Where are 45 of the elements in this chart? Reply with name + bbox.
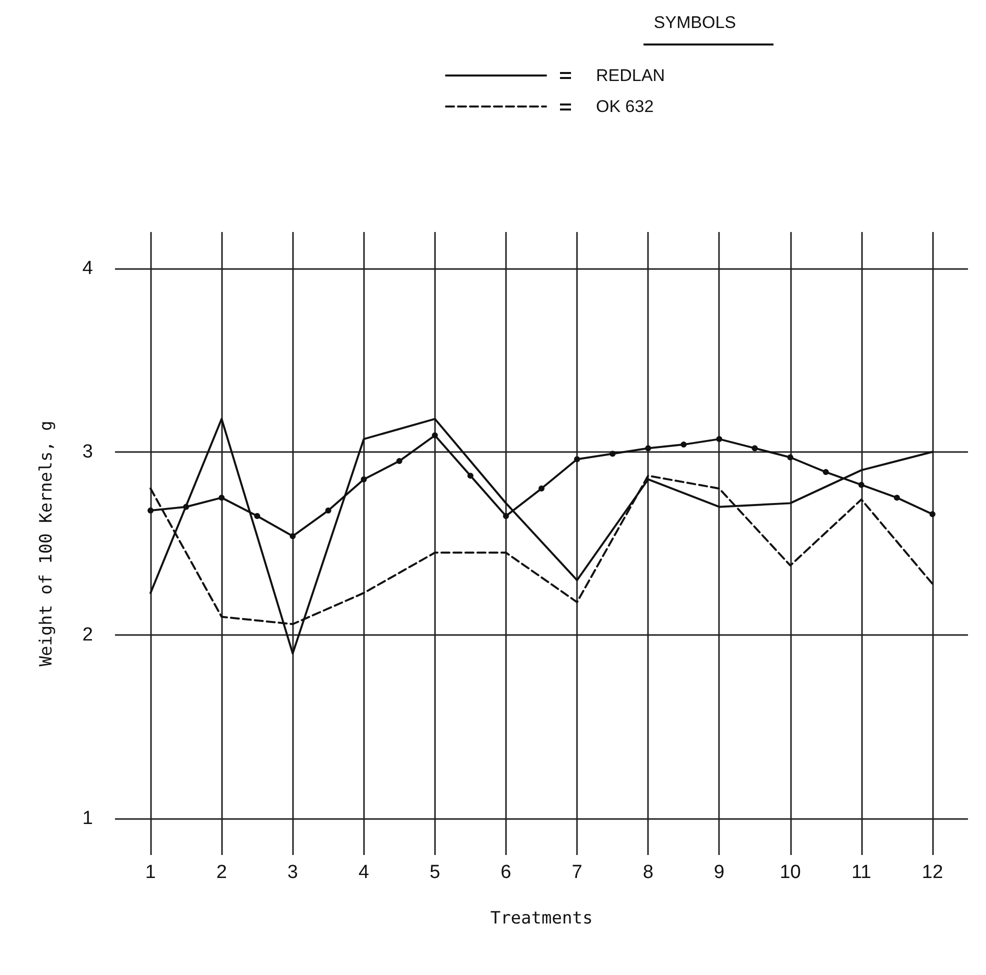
x-tick-label: 8 xyxy=(642,862,654,883)
point xyxy=(716,436,722,442)
y-axis-title: Weight of 100 Kernels, g xyxy=(36,420,56,666)
point xyxy=(218,494,225,501)
y-tick-label: 2 xyxy=(82,624,93,646)
point xyxy=(787,454,794,460)
x-tick-label: 11 xyxy=(852,862,872,883)
x-tick-label: 6 xyxy=(500,862,512,883)
point xyxy=(183,504,190,510)
x-tick-label: 10 xyxy=(780,862,801,883)
legend-label: REDLAN xyxy=(596,66,665,85)
point xyxy=(502,513,509,520)
legend-title: SYMBOLS xyxy=(654,13,736,32)
point xyxy=(538,486,544,492)
x-tick-label: 4 xyxy=(358,862,370,883)
line-series xyxy=(150,418,934,654)
point xyxy=(894,494,900,501)
x-tick-label: 5 xyxy=(430,862,440,883)
point xyxy=(432,432,438,438)
point xyxy=(858,482,864,488)
point xyxy=(325,508,332,514)
x-tick-label: 12 xyxy=(922,862,944,883)
point xyxy=(574,456,580,462)
x-tick-label: 9 xyxy=(714,862,724,883)
point xyxy=(752,445,758,452)
point xyxy=(148,508,154,514)
point xyxy=(680,442,687,448)
point xyxy=(360,476,367,482)
point xyxy=(290,533,296,540)
point xyxy=(254,513,260,520)
x-tick-label: 7 xyxy=(572,862,582,883)
point xyxy=(610,450,616,457)
y-tick-label: 4 xyxy=(82,258,94,280)
x-tick-label: 2 xyxy=(216,862,227,883)
x-axis-title: Treatments xyxy=(490,908,593,928)
legend-label: OK 632 xyxy=(596,97,654,116)
y-tick-label: 3 xyxy=(82,441,93,462)
point xyxy=(822,469,829,476)
point xyxy=(396,458,402,464)
x-tick-label: 1 xyxy=(145,862,156,883)
y-tick-label: 1 xyxy=(82,808,93,829)
point xyxy=(929,511,936,518)
point xyxy=(467,472,474,479)
point xyxy=(645,445,652,452)
x-tick-label: 3 xyxy=(287,862,298,883)
